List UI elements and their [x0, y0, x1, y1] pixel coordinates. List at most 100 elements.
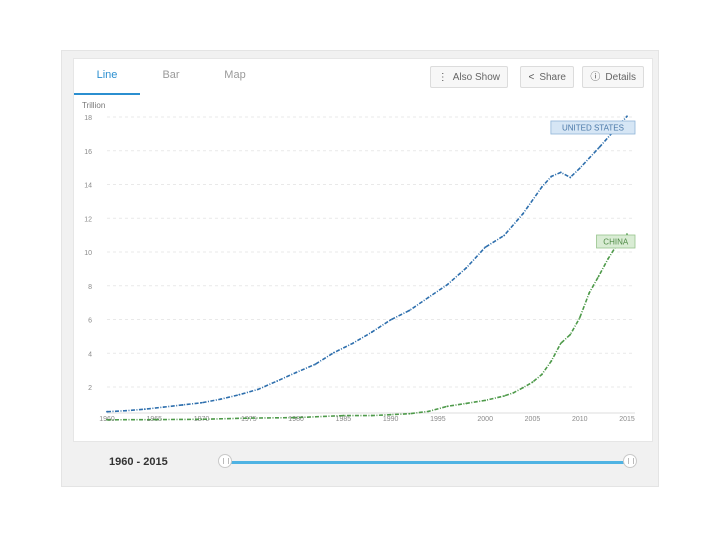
y-tick-label: 2	[88, 385, 92, 392]
data-point	[484, 399, 487, 402]
data-point	[559, 342, 562, 345]
us-series-line	[106, 115, 628, 413]
data-point	[597, 275, 600, 278]
data-point	[465, 402, 468, 405]
data-point	[503, 234, 505, 237]
details-label: Details	[605, 72, 636, 83]
x-tick-label: 1990	[383, 416, 399, 423]
data-point	[569, 333, 572, 336]
share-label: Share	[539, 72, 566, 83]
y-tick-label: 12	[84, 216, 92, 223]
data-point	[569, 176, 572, 179]
data-point	[578, 167, 581, 170]
x-tick-label: 2015	[619, 416, 635, 423]
china-series-label-box	[596, 234, 636, 249]
also-show-button[interactable]: ⋮ Also Show	[429, 66, 508, 88]
tab-map[interactable]: Map	[224, 69, 246, 81]
x-tick-label: 1985	[336, 416, 352, 423]
x-tick-label: 1980	[288, 416, 304, 423]
info-icon: ⓘ	[590, 72, 601, 83]
y-tick-label: 14	[84, 183, 92, 190]
x-tick-label: 2000	[477, 416, 493, 423]
range-start-handle[interactable]	[218, 454, 232, 468]
y-tick-label: 16	[84, 149, 92, 156]
data-point	[276, 380, 279, 382]
data-point	[427, 296, 430, 299]
us-series-label: UNITED STATES	[562, 124, 624, 133]
data-point	[446, 283, 449, 286]
y-axis-ticks: 2 4 6 8 10 12 14 16 18	[84, 115, 92, 392]
data-point	[342, 414, 345, 417]
data-point	[370, 331, 373, 334]
data-point	[550, 175, 553, 178]
data-point	[333, 351, 335, 354]
year-range-label: 1960 - 2015	[109, 456, 168, 468]
share-icon: <	[528, 72, 535, 83]
data-point	[370, 414, 373, 417]
y-tick-label: 4	[88, 351, 92, 358]
data-point	[522, 386, 524, 389]
details-button[interactable]: ⓘ Details	[582, 66, 644, 88]
tab-bar[interactable]: Bar	[162, 69, 180, 81]
data-point	[257, 388, 260, 391]
data-point	[522, 212, 524, 215]
x-tick-label: 2010	[572, 416, 588, 423]
data-point	[295, 416, 297, 419]
data-point	[465, 266, 468, 269]
data-point	[578, 316, 581, 319]
chart-series	[106, 115, 628, 421]
data-point	[427, 410, 430, 413]
chart-panel: Line Bar Map ⋮ Also Show < Share ⓘ Details …	[73, 58, 653, 442]
data-point	[238, 393, 241, 396]
data-point	[143, 408, 146, 411]
chart-grid	[107, 116, 635, 414]
data-point	[408, 309, 411, 312]
data-point	[200, 401, 203, 404]
data-point	[200, 418, 203, 421]
data-point	[389, 318, 392, 321]
y-tick-label: 8	[88, 284, 92, 291]
data-point	[512, 391, 515, 394]
us-series-label-box	[550, 120, 636, 135]
share-button[interactable]: < Share	[520, 66, 574, 88]
year-range-track[interactable]	[225, 461, 630, 464]
data-point	[541, 373, 543, 376]
data-point	[446, 405, 449, 408]
more-vertical-icon: ⋮	[437, 72, 448, 83]
data-point	[314, 363, 316, 366]
data-point	[247, 417, 250, 420]
y-tick-label: 10	[84, 250, 92, 257]
data-point	[484, 246, 487, 249]
china-series-label: CHINA	[603, 238, 629, 247]
data-point	[626, 233, 628, 236]
x-tick-label: 1995	[430, 416, 446, 423]
also-show-label: Also Show	[452, 72, 500, 83]
data-point	[550, 359, 553, 362]
y-tick-label: 18	[84, 115, 92, 122]
data-point	[219, 398, 222, 401]
tab-line[interactable]: Line	[74, 59, 140, 95]
series-labels: UNITED STATES CHINA	[550, 120, 636, 249]
data-point	[626, 115, 628, 118]
data-point	[531, 381, 534, 384]
data-point	[503, 395, 505, 397]
china-series-line	[106, 233, 628, 421]
data-point	[408, 412, 411, 415]
data-point	[351, 342, 354, 345]
y-unit-label: Trillion	[82, 101, 105, 110]
data-point	[106, 410, 108, 413]
data-point	[181, 404, 184, 406]
x-tick-label: 1975	[241, 416, 257, 423]
range-end-handle[interactable]	[623, 454, 637, 468]
data-point	[559, 171, 562, 174]
data-point	[588, 292, 591, 294]
chart-type-tabs: Line Bar Map	[74, 59, 284, 95]
data-point	[153, 418, 156, 421]
data-point	[162, 406, 165, 409]
data-point	[106, 418, 108, 421]
data-point	[607, 257, 609, 260]
data-point	[541, 185, 543, 188]
data-point	[597, 147, 600, 149]
data-point	[389, 413, 392, 416]
